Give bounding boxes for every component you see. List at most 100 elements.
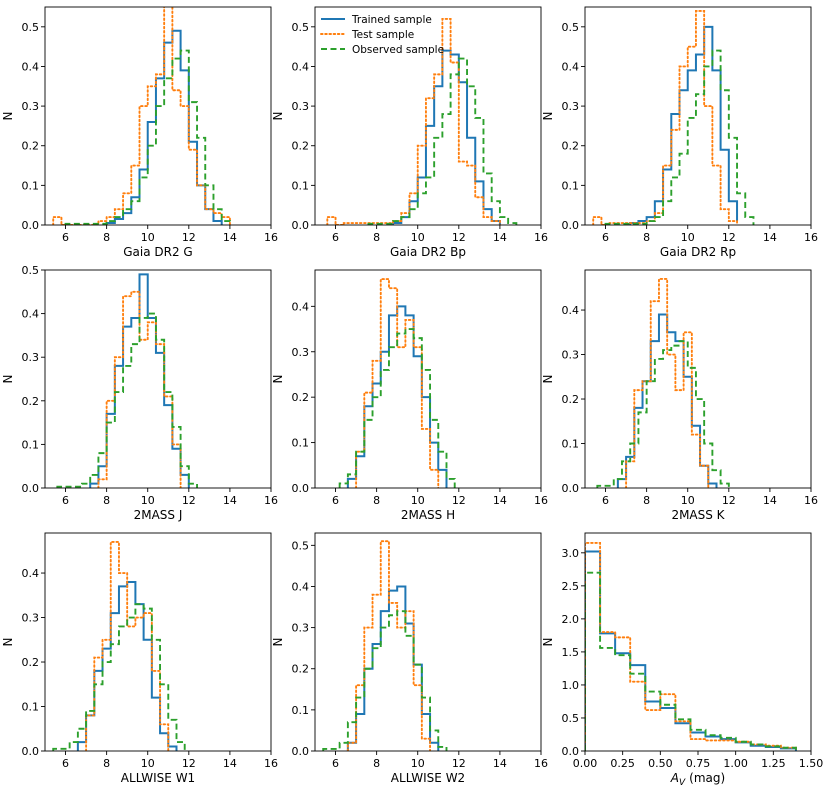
y-tick-label: 0.5: [292, 21, 310, 34]
x-tick-label: 16: [264, 231, 278, 244]
y-tick-label: 0.5: [22, 21, 40, 34]
x-tick-label: 0.25: [610, 757, 635, 770]
x-tick-label: 14: [763, 231, 777, 244]
plot-frame: [44, 532, 272, 752]
series-observed-sample: [338, 328, 456, 488]
y-tick-label: 0.5: [292, 539, 310, 552]
x-tick-label: 8: [103, 231, 110, 244]
y-tick-label: 2.5: [562, 580, 580, 593]
x-tick-label: 14: [223, 757, 237, 770]
x-tick-label: 12: [722, 494, 736, 507]
x-tick-label: 12: [452, 757, 466, 770]
legend-label: Observed sample: [352, 44, 444, 56]
y-tick-label: 0.4: [292, 60, 310, 73]
plot-frame: [44, 6, 272, 226]
plot-frame: [584, 269, 812, 489]
x-axis-label-symbol: A: [670, 771, 679, 785]
y-tick-label: 3.0: [562, 547, 580, 560]
x-tick-label: 14: [493, 231, 507, 244]
x-axis-label: 2MASS K: [671, 508, 725, 522]
x-tick-label: 8: [643, 231, 650, 244]
y-tick-label: 0.0: [292, 745, 310, 758]
x-tick-label: 12: [182, 494, 196, 507]
x-tick-label: 6: [62, 757, 69, 770]
x-tick-label: 16: [264, 494, 278, 507]
series-observed-sample: [604, 49, 755, 225]
x-axis-label: ALLWISE W1: [121, 771, 195, 785]
y-tick-label: 1.5: [562, 646, 580, 659]
x-tick-label: 14: [223, 494, 237, 507]
y-axis-label: N: [271, 375, 285, 384]
series-test-sample: [355, 278, 440, 488]
histogram-panel-5: 6 8 10 12 14 16 0.0 0.1 0.2 0.3 0.4 N 2MASS H: [271, 269, 548, 522]
x-tick-label: 6: [62, 494, 69, 507]
y-tick-label: 0.2: [292, 663, 310, 676]
x-tick-label: 8: [373, 494, 380, 507]
x-tick-label: 1.00: [723, 757, 748, 770]
x-tick-label: 10: [411, 231, 425, 244]
y-tick-label: 0.0: [292, 482, 310, 495]
series-observed-sample: [322, 610, 448, 751]
y-tick-label: 0.1: [22, 438, 40, 451]
x-tick-label: 12: [722, 231, 736, 244]
series-test-sample: [85, 540, 170, 751]
x-tick-label: 12: [182, 231, 196, 244]
y-tick-label: 0.2: [292, 140, 310, 153]
y-tick-label: 0.4: [22, 567, 40, 580]
y-tick-label: 0.5: [562, 21, 580, 34]
x-tick-label: 12: [182, 757, 196, 770]
y-tick-label: 0.2: [562, 393, 580, 406]
x-tick-label: 6: [332, 757, 339, 770]
x-axis-label: 2MASS J: [134, 508, 183, 522]
plot-frame: [314, 532, 542, 752]
histogram-panel-6: 6 8 10 12 14 16 0.0 0.1 0.2 0.3 0.4 N 2MASS K: [541, 269, 818, 522]
x-tick-label: 6: [602, 231, 609, 244]
x-axis-label: 2MASS H: [401, 508, 455, 522]
histogram-panel-2: 6 8 10 12 14 16 0.0 0.1 0.2 0.3 0.4 0.5 N Gaia DR2 Bp…: [271, 6, 548, 259]
series-observed-sample: [596, 340, 730, 488]
y-tick-label: 0.1: [22, 701, 40, 714]
legend: Trained sample Test sample Observed sample: [320, 14, 444, 56]
series-test-sample: [585, 541, 797, 751]
y-tick-label: 0.0: [562, 482, 580, 495]
x-tick-label: 6: [332, 231, 339, 244]
histogram-panel-3: 6 8 10 12 14 16 0.0 0.1 0.2 0.3 0.4 0.5 N Gaia DR2 Rp: [541, 6, 818, 259]
y-axis-label: N: [271, 112, 285, 121]
x-tick-label: 6: [602, 494, 609, 507]
y-tick-label: 0.4: [562, 60, 580, 73]
y-tick-label: 0.0: [22, 745, 40, 758]
y-tick-label: 0.0: [22, 219, 40, 232]
y-tick-label: 0.4: [292, 580, 310, 593]
x-tick-label: 10: [141, 757, 155, 770]
x-tick-label: 10: [141, 231, 155, 244]
y-tick-label: 0.4: [22, 60, 40, 73]
x-tick-label: 14: [763, 494, 777, 507]
y-tick-label: 0.1: [292, 704, 310, 717]
y-tick-label: 0.5: [22, 264, 40, 277]
y-tick-label: 0.1: [292, 437, 310, 450]
histogram-panel-1: 6 8 10 12 14 16 0.0 0.1 0.2 0.3 0.4 0.5 N Gaia DR2 G: [1, 6, 278, 259]
y-tick-label: 0.2: [22, 140, 40, 153]
histogram-panel-9: 0.00 0.25 0.50 0.75 1.00 1.25 1.50 0.0 0.5 1.0 1.5…: [541, 532, 823, 788]
x-axis-label-unit: (mag): [689, 771, 725, 785]
y-axis-label: N: [541, 112, 555, 121]
series-trained-sample: [629, 25, 739, 225]
y-tick-label: 0.4: [292, 300, 310, 313]
series-test-sample: [592, 10, 738, 225]
y-axis-label: N: [541, 638, 555, 647]
histogram-panel-7: 6 8 10 12 14 16 0.0 0.1 0.2 0.3 0.4 N ALLWISE W1: [1, 532, 278, 785]
x-axis-label: Gaia DR2 G: [123, 245, 192, 259]
x-tick-label: 14: [493, 494, 507, 507]
x-axis-label: ALLWISE W2: [391, 771, 465, 785]
series-trained-sample: [346, 585, 440, 751]
x-tick-label: 1.25: [761, 757, 786, 770]
series-test-sample: [52, 7, 231, 225]
x-axis-label-subscript: V: [679, 778, 686, 788]
y-tick-label: 0.1: [562, 179, 580, 192]
x-tick-label: 14: [493, 757, 507, 770]
series-observed-sample: [367, 57, 518, 225]
y-tick-label: 0.0: [22, 482, 40, 495]
x-tick-label: 10: [411, 757, 425, 770]
y-tick-label: 0.3: [22, 351, 40, 364]
